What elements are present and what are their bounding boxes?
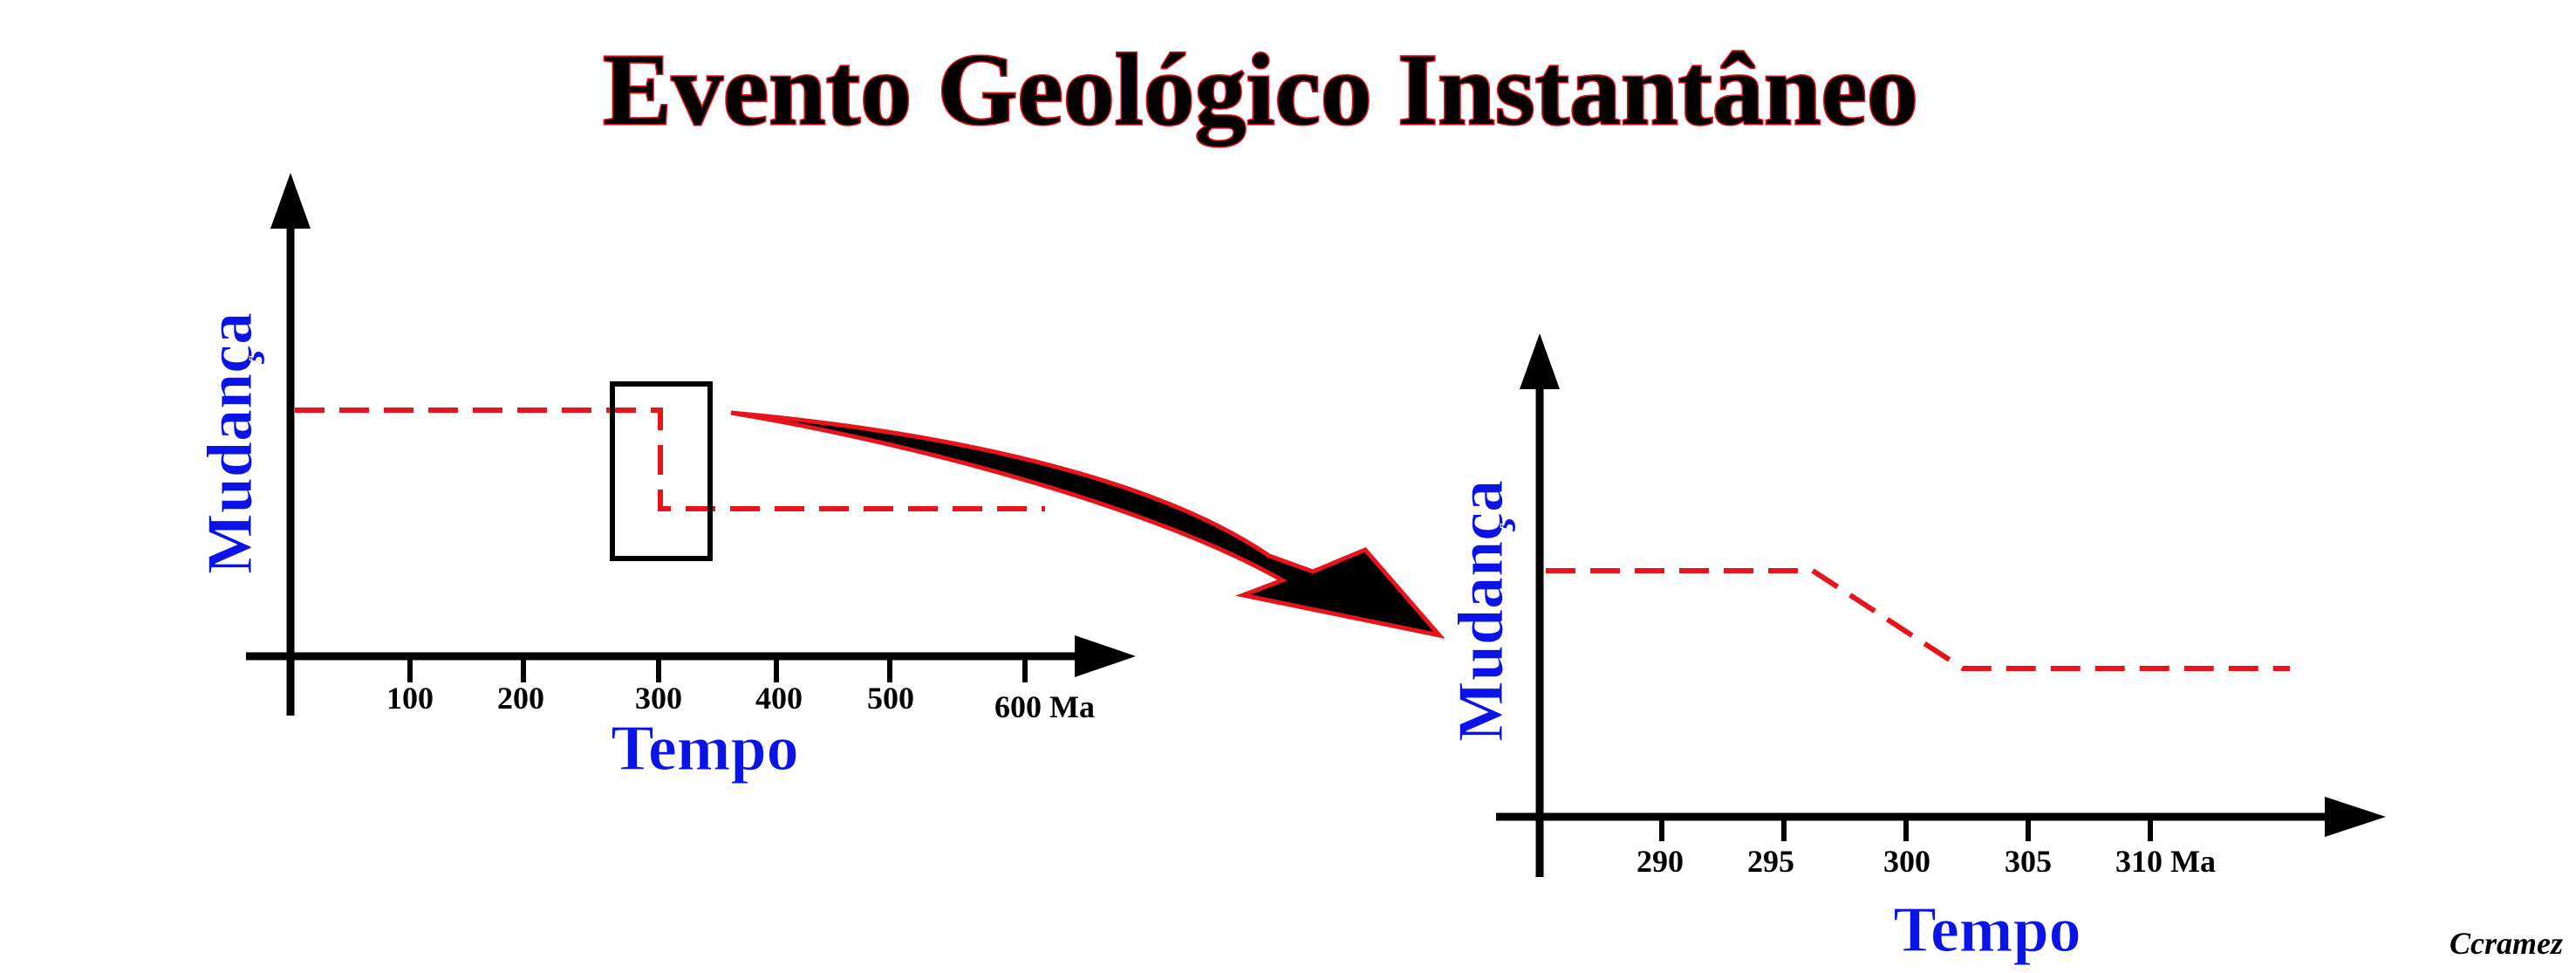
right-x-axis-arrowhead	[2325, 797, 2386, 837]
left-chart: 100 200 300 400 500 600 Ma Mudança Tempo	[195, 173, 1136, 785]
zoom-selection-box	[610, 381, 713, 561]
right-tick-marks	[1659, 817, 2153, 841]
left-tick-label: 100	[386, 681, 434, 716]
right-change-curve	[1546, 568, 2290, 671]
left-y-axis-label: Mudança	[195, 312, 266, 574]
diagram-title: Evento Geológico Instantâneo	[603, 32, 1918, 147]
left-change-curve	[295, 408, 1045, 511]
left-tick-label: 300	[635, 681, 682, 716]
left-tick-label: 500	[867, 681, 914, 716]
right-tick-label: 295	[1747, 844, 1794, 879]
author-credit: Ccramez	[2450, 926, 2563, 961]
right-x-axis-label: Tempo	[1893, 894, 2081, 966]
curved-arrow-icon	[730, 410, 1445, 639]
right-tick-label: 290	[1636, 844, 1684, 879]
left-tick-label: 200	[497, 681, 544, 716]
right-chart: 290 295 300 305 310 Ma Mudança Tempo	[1445, 333, 2386, 967]
left-x-axis-label: Tempo	[611, 713, 798, 785]
right-tick-label: 300	[1883, 844, 1930, 879]
left-x-axis-arrowhead	[1075, 635, 1136, 677]
right-tick-label: 305	[2005, 844, 2052, 879]
left-tick-marks	[407, 656, 1028, 682]
right-y-axis-arrowhead	[1520, 333, 1560, 389]
left-tick-label: 600 Ma	[994, 689, 1095, 724]
right-tick-label: 310 Ma	[2115, 844, 2216, 879]
left-tick-label: 400	[755, 681, 803, 716]
left-y-axis-arrowhead	[270, 173, 311, 229]
right-y-axis-label: Mudança	[1445, 480, 1517, 742]
